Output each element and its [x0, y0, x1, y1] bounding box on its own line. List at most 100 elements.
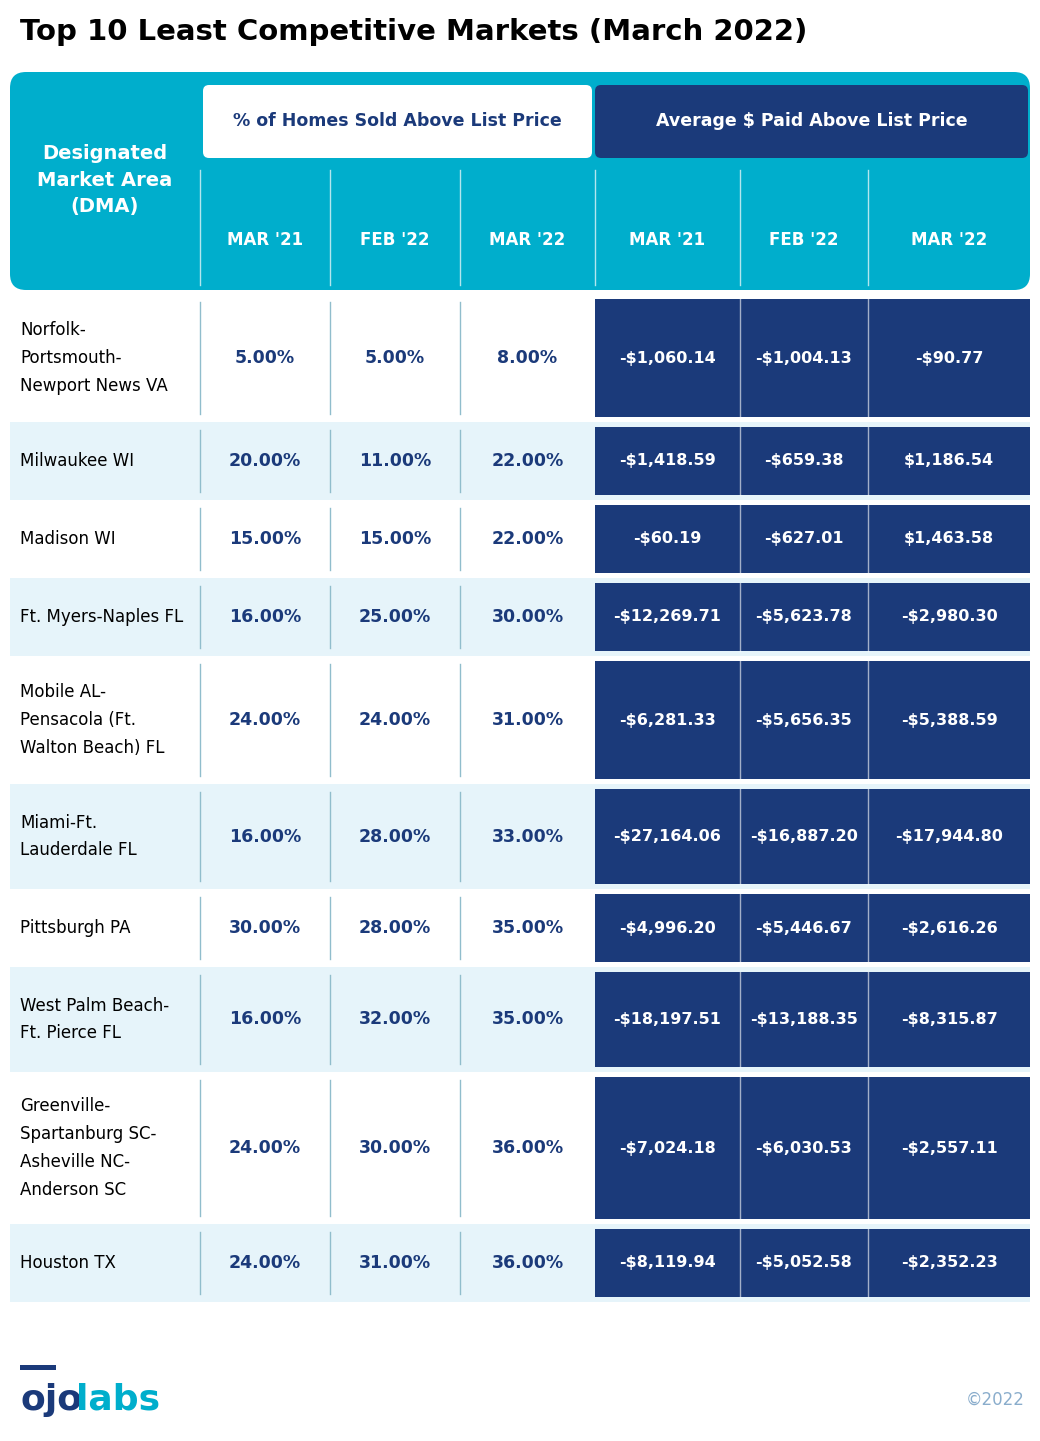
Text: 35.00%: 35.00%: [492, 919, 564, 937]
Text: 24.00%: 24.00%: [229, 710, 301, 729]
Text: MAR '21: MAR '21: [227, 231, 303, 249]
Text: ©2022: ©2022: [966, 1391, 1025, 1409]
Text: labs: labs: [76, 1383, 160, 1417]
Text: 36.00%: 36.00%: [492, 1254, 564, 1272]
Text: -$18,197.51: -$18,197.51: [614, 1012, 722, 1027]
Text: Norfolk-
Portsmouth-
Newport News VA: Norfolk- Portsmouth- Newport News VA: [20, 321, 167, 395]
Text: 31.00%: 31.00%: [492, 710, 564, 729]
Text: -$7,024.18: -$7,024.18: [619, 1140, 716, 1156]
Bar: [10, 500, 1030, 578]
Text: -$90.77: -$90.77: [915, 350, 983, 366]
Text: -$16,887.20: -$16,887.20: [750, 829, 858, 844]
Bar: [10, 967, 1030, 1072]
Text: $1,463.58: $1,463.58: [904, 532, 994, 546]
Text: 16.00%: 16.00%: [229, 1010, 302, 1029]
Text: 24.00%: 24.00%: [359, 710, 431, 729]
Text: 30.00%: 30.00%: [492, 608, 564, 625]
Text: -$5,446.67: -$5,446.67: [756, 921, 853, 935]
Text: -$8,315.87: -$8,315.87: [901, 1012, 997, 1027]
Bar: [595, 1076, 1030, 1219]
Text: -$27,164.06: -$27,164.06: [614, 829, 722, 844]
Bar: [10, 1223, 1030, 1303]
Text: Houston TX: Houston TX: [20, 1254, 115, 1272]
Bar: [595, 790, 1030, 883]
Text: 16.00%: 16.00%: [229, 608, 302, 625]
Text: 28.00%: 28.00%: [359, 919, 432, 937]
Bar: [10, 422, 1030, 500]
Text: -$13,188.35: -$13,188.35: [750, 1012, 858, 1027]
Bar: [10, 578, 1030, 656]
Text: -$2,616.26: -$2,616.26: [901, 921, 997, 935]
Text: -$5,623.78: -$5,623.78: [756, 610, 853, 624]
Text: -$8,119.94: -$8,119.94: [619, 1255, 716, 1271]
Text: -$60.19: -$60.19: [633, 532, 702, 546]
Text: Madison WI: Madison WI: [20, 530, 115, 548]
Text: MAR '22: MAR '22: [911, 231, 987, 249]
Text: 24.00%: 24.00%: [229, 1138, 301, 1157]
Text: Ft. Myers-Naples FL: Ft. Myers-Naples FL: [20, 608, 183, 625]
Text: -$6,281.33: -$6,281.33: [619, 712, 716, 728]
Bar: [595, 427, 1030, 496]
Text: -$659.38: -$659.38: [764, 454, 843, 468]
Bar: [595, 893, 1030, 963]
Text: 15.00%: 15.00%: [359, 530, 432, 548]
Text: 8.00%: 8.00%: [497, 349, 557, 367]
Text: -$6,030.53: -$6,030.53: [756, 1140, 853, 1156]
Text: 35.00%: 35.00%: [492, 1010, 564, 1029]
Text: 11.00%: 11.00%: [359, 452, 432, 470]
Bar: [20, 1365, 56, 1370]
Bar: [595, 973, 1030, 1066]
Text: West Palm Beach-
Ft. Pierce FL: West Palm Beach- Ft. Pierce FL: [20, 997, 170, 1042]
Text: 28.00%: 28.00%: [359, 827, 432, 846]
Text: 31.00%: 31.00%: [359, 1254, 431, 1272]
Bar: [595, 298, 1030, 416]
Text: 32.00%: 32.00%: [359, 1010, 431, 1029]
Text: 5.00%: 5.00%: [365, 349, 425, 367]
Text: 20.00%: 20.00%: [229, 452, 302, 470]
Text: 16.00%: 16.00%: [229, 827, 302, 846]
Text: % of Homes Sold Above List Price: % of Homes Sold Above List Price: [233, 112, 562, 131]
Text: MAR '21: MAR '21: [629, 231, 705, 249]
Text: 5.00%: 5.00%: [235, 349, 295, 367]
Text: FEB '22: FEB '22: [360, 231, 430, 249]
Text: -$5,388.59: -$5,388.59: [901, 712, 997, 728]
Text: $1,186.54: $1,186.54: [904, 454, 994, 468]
Text: -$2,557.11: -$2,557.11: [901, 1140, 997, 1156]
Text: Top 10 Least Competitive Markets (March 2022): Top 10 Least Competitive Markets (March …: [20, 17, 807, 46]
Text: 33.00%: 33.00%: [492, 827, 564, 846]
Text: 30.00%: 30.00%: [229, 919, 301, 937]
Text: -$2,980.30: -$2,980.30: [901, 610, 997, 624]
Text: 22.00%: 22.00%: [491, 530, 564, 548]
Bar: [10, 656, 1030, 784]
Text: 30.00%: 30.00%: [359, 1138, 431, 1157]
Text: -$12,269.71: -$12,269.71: [614, 610, 722, 624]
Text: 22.00%: 22.00%: [491, 452, 564, 470]
Bar: [595, 584, 1030, 651]
Text: Greenville-
Spartanburg SC-
Asheville NC-
Anderson SC: Greenville- Spartanburg SC- Asheville NC…: [20, 1097, 156, 1199]
Text: Milwaukee WI: Milwaukee WI: [20, 452, 134, 470]
Text: -$17,944.80: -$17,944.80: [895, 829, 1003, 844]
Text: -$627.01: -$627.01: [764, 532, 843, 546]
Bar: [595, 1229, 1030, 1297]
Text: Mobile AL-
Pensacola (Ft.
Walton Beach) FL: Mobile AL- Pensacola (Ft. Walton Beach) …: [20, 683, 164, 757]
Bar: [10, 889, 1030, 967]
Text: -$5,052.58: -$5,052.58: [756, 1255, 853, 1271]
Bar: [10, 784, 1030, 889]
Text: ojo: ojo: [20, 1383, 82, 1417]
Text: Average $ Paid Above List Price: Average $ Paid Above List Price: [655, 112, 967, 131]
Text: -$5,656.35: -$5,656.35: [756, 712, 853, 728]
Text: -$1,060.14: -$1,060.14: [619, 350, 716, 366]
Text: -$1,004.13: -$1,004.13: [756, 350, 853, 366]
Text: 15.00%: 15.00%: [229, 530, 302, 548]
Text: 36.00%: 36.00%: [492, 1138, 564, 1157]
Bar: [10, 294, 1030, 422]
Text: -$1,418.59: -$1,418.59: [619, 454, 716, 468]
Text: 25.00%: 25.00%: [359, 608, 432, 625]
Text: MAR '22: MAR '22: [490, 231, 566, 249]
Text: Designated
Market Area
(DMA): Designated Market Area (DMA): [37, 144, 173, 216]
Text: Miami-Ft.
Lauderdale FL: Miami-Ft. Lauderdale FL: [20, 814, 136, 859]
Text: Pittsburgh PA: Pittsburgh PA: [20, 919, 130, 937]
Text: -$2,352.23: -$2,352.23: [901, 1255, 997, 1271]
Text: -$4,996.20: -$4,996.20: [619, 921, 716, 935]
Bar: [595, 661, 1030, 780]
